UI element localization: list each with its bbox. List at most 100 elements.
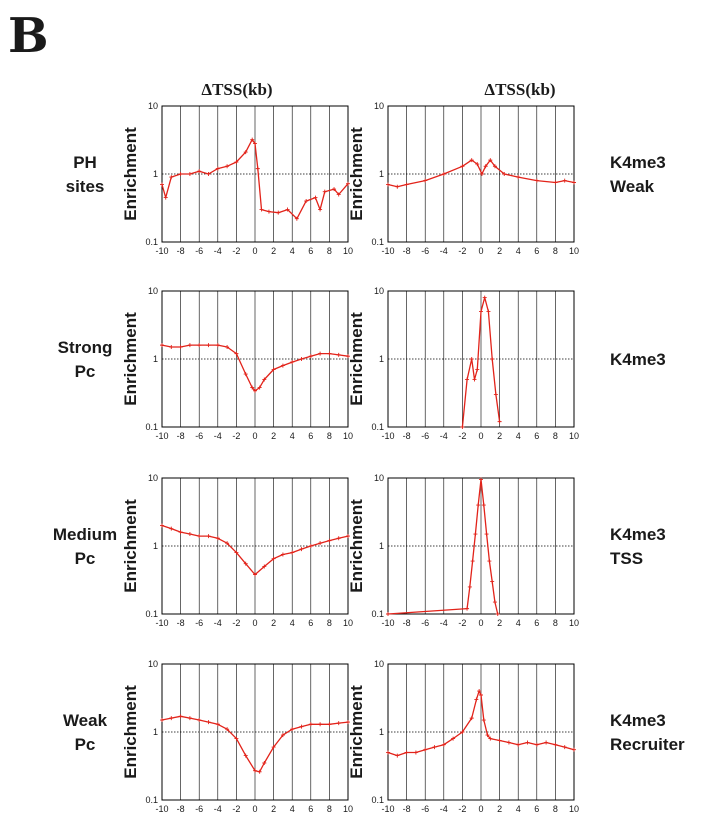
data-point: [308, 544, 313, 548]
x-tick-label: -10: [155, 431, 168, 441]
data-point: [474, 697, 479, 702]
x-tick-label: 2: [271, 804, 276, 814]
data-point: [318, 351, 323, 356]
data-point: [187, 716, 192, 721]
x-tick-label: 2: [271, 618, 276, 628]
data-point: [169, 716, 174, 721]
data-point: [257, 769, 262, 774]
right-label-1-0: K4me3: [610, 350, 666, 369]
y-tick-label: 0.1: [145, 237, 158, 247]
data-point: [206, 343, 211, 348]
row-label-0-1: sites: [66, 177, 105, 196]
chart-panel-4: 10 1 0.1-10 -8 -6 -4 -2 0 2 4 6 8 10 Enrichment: [121, 473, 353, 628]
y-axis-label: Enrichment: [121, 685, 140, 779]
data-point: [502, 172, 507, 176]
data-point: [169, 345, 174, 350]
y-tick-label: 1: [153, 727, 158, 737]
data-point: [280, 552, 285, 557]
data-point: [206, 534, 211, 539]
data-point: [160, 182, 164, 187]
series-line: [387, 159, 575, 188]
data-point: [299, 724, 304, 729]
plot-frame: [161, 105, 349, 243]
x-tick-label: -10: [381, 431, 394, 441]
x-tick-label: -8: [177, 246, 185, 256]
data-point: [332, 187, 337, 192]
data-point: [386, 612, 390, 616]
x-tick-label: -10: [381, 246, 394, 256]
data-point: [197, 343, 202, 348]
data-point: [163, 195, 168, 200]
data-point: [243, 150, 248, 155]
data-point: [346, 534, 350, 539]
y-tick-label: 1: [153, 169, 158, 179]
data-point: [327, 538, 332, 543]
right-label-2-1: TSS: [610, 549, 643, 568]
x-tick-label: -4: [214, 804, 222, 814]
data-point: [525, 740, 530, 745]
data-point: [322, 189, 327, 194]
x-tick-label: 4: [290, 246, 295, 256]
data-point: [475, 162, 480, 167]
data-point: [516, 175, 521, 180]
x-tick-label: -4: [440, 246, 448, 256]
x-tick-label: 0: [478, 246, 483, 256]
plot-frame: [387, 663, 575, 801]
x-tick-label: -6: [195, 246, 203, 256]
data-point: [395, 184, 400, 189]
data-point: [473, 532, 478, 537]
data-point: [160, 523, 164, 528]
x-tick-label: 0: [252, 431, 257, 441]
data-point: [266, 209, 271, 214]
x-tick-label: 4: [290, 618, 295, 628]
row-label-3-0: Weak: [63, 711, 108, 730]
data-point: [516, 742, 521, 747]
x-tick-label: 0: [478, 804, 483, 814]
data-point: [160, 718, 164, 723]
chart-panel-3: 10 1 0.1-10 -8 -6 -4 -2 0 2 4 6 8 10 Enrichment: [347, 286, 579, 441]
data-point: [479, 693, 483, 698]
data-point: [477, 689, 482, 694]
x-tick-label: -6: [195, 804, 203, 814]
y-tick-label: 10: [148, 473, 158, 483]
data-point: [404, 750, 409, 755]
y-tick-label: 10: [374, 101, 384, 111]
x-tick-label: -6: [421, 804, 429, 814]
data-point: [346, 354, 350, 359]
x-tick-label: 10: [343, 804, 353, 814]
right-label-0-1: Weak: [610, 177, 655, 196]
x-tick-label: -2: [458, 431, 466, 441]
data-point: [271, 367, 276, 372]
data-point: [225, 164, 230, 169]
x-tick-label: 6: [534, 804, 539, 814]
x-tick-label: -8: [403, 804, 411, 814]
series-line: [161, 715, 349, 773]
y-axis-label: Enrichment: [121, 312, 140, 406]
y-tick-label: 1: [379, 727, 384, 737]
row-labels: PH sites Strong Pc Medium Pc Weak Pc: [53, 153, 117, 754]
data-point: [486, 309, 491, 314]
row-label-2-0: Medium: [53, 525, 117, 544]
chart-panel-1: 10 1 0.1-10 -8 -6 -4 -2 0 2 4 6 8 10 Enrichment: [347, 101, 579, 256]
data-point: [441, 172, 446, 176]
x-tick-label: 2: [271, 246, 276, 256]
data-point: [423, 178, 428, 183]
data-point: [243, 753, 248, 758]
data-point: [327, 351, 332, 356]
data-point: [187, 532, 192, 537]
data-point: [243, 372, 248, 377]
y-axis-label: Enrichment: [121, 127, 140, 221]
data-point: [299, 357, 304, 361]
y-axis-label: Enrichment: [121, 499, 140, 593]
y-axis-label: Enrichment: [347, 127, 366, 221]
y-axis-label: Enrichment: [347, 685, 366, 779]
x-tick-label: 2: [271, 431, 276, 441]
data-point: [206, 720, 211, 725]
data-point: [225, 541, 230, 546]
data-point: [225, 345, 230, 350]
data-point: [234, 550, 239, 555]
data-point: [479, 309, 483, 314]
data-point: [271, 745, 276, 750]
x-tick-label: 6: [308, 246, 313, 256]
right-label-2-0: K4me3: [610, 525, 666, 544]
